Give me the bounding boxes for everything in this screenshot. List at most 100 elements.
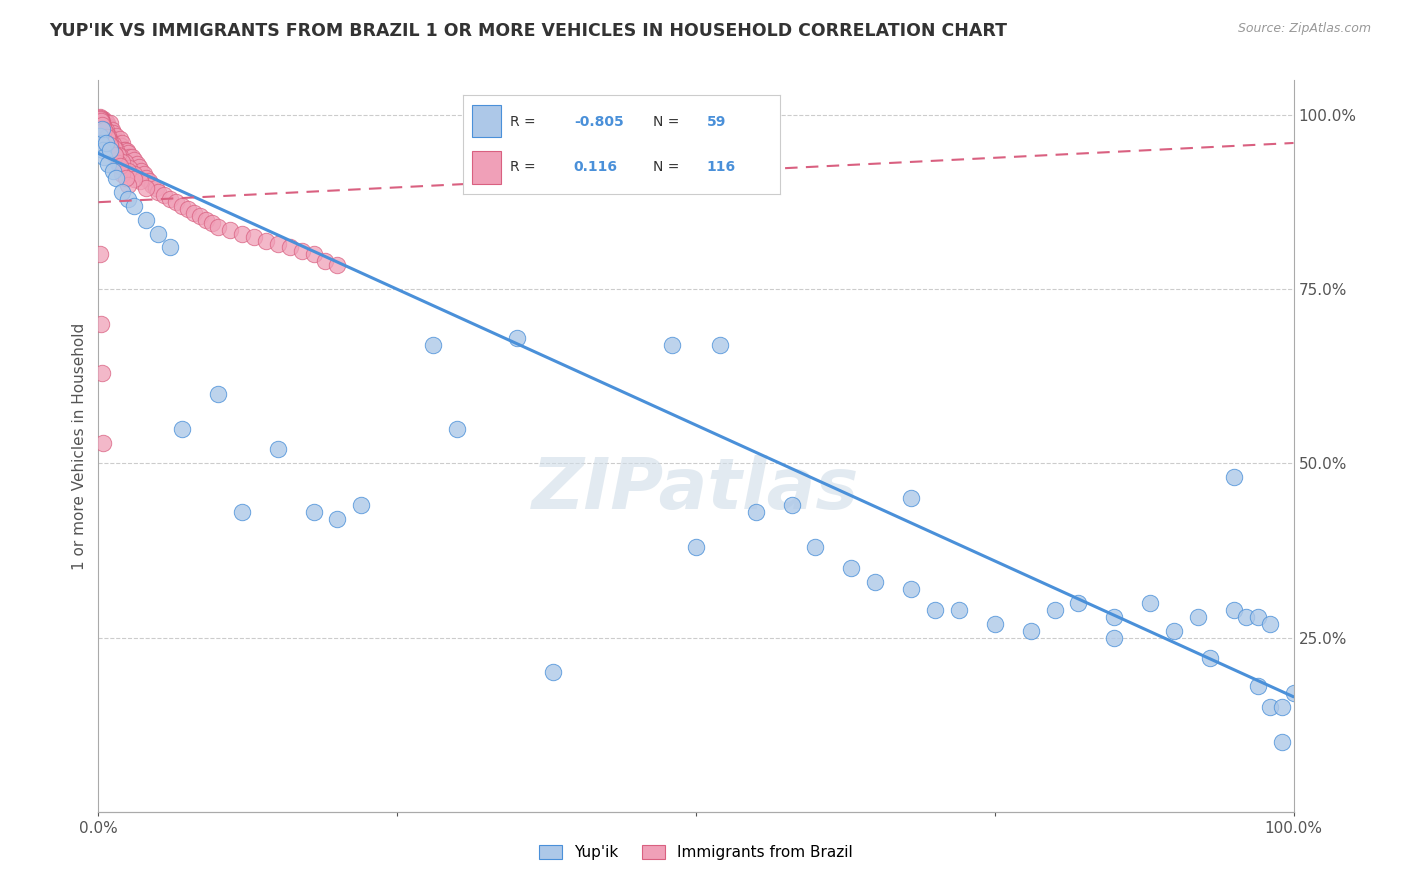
Point [172, 421, 194, 435]
Point [97, 132, 120, 146]
Point [841, 561, 863, 575]
Point [94, 123, 117, 137]
Point [948, 603, 970, 617]
Point [96, 128, 118, 142]
Point [107, 137, 129, 152]
Point [159, 240, 181, 254]
Point [98, 120, 121, 135]
Point [91, 112, 114, 126]
Point [661, 338, 683, 352]
Point [194, 212, 218, 227]
Point [91, 120, 114, 134]
Point [90, 115, 112, 129]
Point [91, 366, 114, 380]
Point [900, 491, 922, 506]
Point [302, 505, 325, 519]
Point [900, 582, 922, 596]
Point [1222, 470, 1246, 484]
Point [103, 147, 125, 161]
Point [804, 540, 827, 554]
Point [118, 161, 141, 175]
Point [115, 170, 138, 185]
Point [1222, 603, 1246, 617]
Point [219, 223, 242, 237]
Point [165, 195, 187, 210]
Point [94, 136, 117, 150]
Point [780, 498, 803, 512]
Point [254, 234, 277, 248]
Point [107, 148, 129, 162]
Point [326, 512, 349, 526]
Point [107, 136, 129, 150]
Point [89, 122, 111, 136]
Point [108, 159, 131, 173]
Point [96, 129, 118, 144]
Point [89, 112, 111, 126]
Point [1198, 651, 1220, 665]
Point [1282, 686, 1305, 700]
Point [1271, 735, 1294, 749]
Point [1019, 624, 1042, 638]
Point [506, 331, 529, 345]
Point [93, 126, 115, 140]
Point [291, 244, 314, 258]
Legend: Yup'ik, Immigrants from Brazil: Yup'ik, Immigrants from Brazil [533, 839, 859, 866]
Point [89, 112, 111, 127]
Point [90, 114, 112, 128]
Point [159, 192, 181, 206]
Point [141, 178, 163, 192]
Point [91, 122, 114, 136]
Point [108, 148, 131, 162]
Point [135, 170, 157, 185]
Point [1187, 609, 1209, 624]
Point [97, 130, 120, 145]
Point [90, 317, 112, 331]
Point [91, 143, 114, 157]
Point [98, 128, 122, 142]
Point [107, 156, 129, 170]
Point [104, 148, 127, 162]
Point [138, 174, 160, 188]
Point [114, 143, 136, 157]
Point [90, 119, 112, 133]
Point [90, 113, 112, 128]
Point [105, 143, 128, 157]
Point [124, 199, 146, 213]
Point [125, 157, 148, 171]
Point [90, 136, 112, 150]
Point [93, 115, 115, 129]
Point [89, 128, 111, 143]
Point [98, 138, 122, 153]
Point [91, 112, 114, 126]
Text: YUP'IK VS IMMIGRANTS FROM BRAZIL 1 OR MORE VEHICLES IN HOUSEHOLD CORRELATION CHA: YUP'IK VS IMMIGRANTS FROM BRAZIL 1 OR MO… [49, 22, 1007, 40]
Point [117, 192, 139, 206]
Point [685, 540, 707, 554]
Point [177, 202, 200, 216]
Point [89, 111, 111, 125]
Point [231, 505, 253, 519]
Point [117, 146, 139, 161]
Point [243, 230, 266, 244]
Point [105, 170, 128, 185]
Point [94, 115, 117, 129]
Point [1163, 624, 1185, 638]
Point [1139, 596, 1161, 610]
Point [117, 164, 139, 178]
Point [863, 574, 887, 589]
Point [101, 126, 124, 140]
Point [91, 119, 114, 133]
Point [267, 237, 290, 252]
Point [104, 136, 127, 150]
Point [201, 216, 224, 230]
Point [1102, 609, 1125, 624]
Point [1043, 603, 1066, 617]
Point [1246, 679, 1268, 693]
Point [1102, 631, 1125, 645]
Point [90, 112, 112, 126]
Point [91, 435, 114, 450]
Point [231, 227, 253, 241]
Point [98, 116, 122, 130]
Point [91, 122, 114, 136]
Point [103, 141, 125, 155]
Point [101, 164, 124, 178]
